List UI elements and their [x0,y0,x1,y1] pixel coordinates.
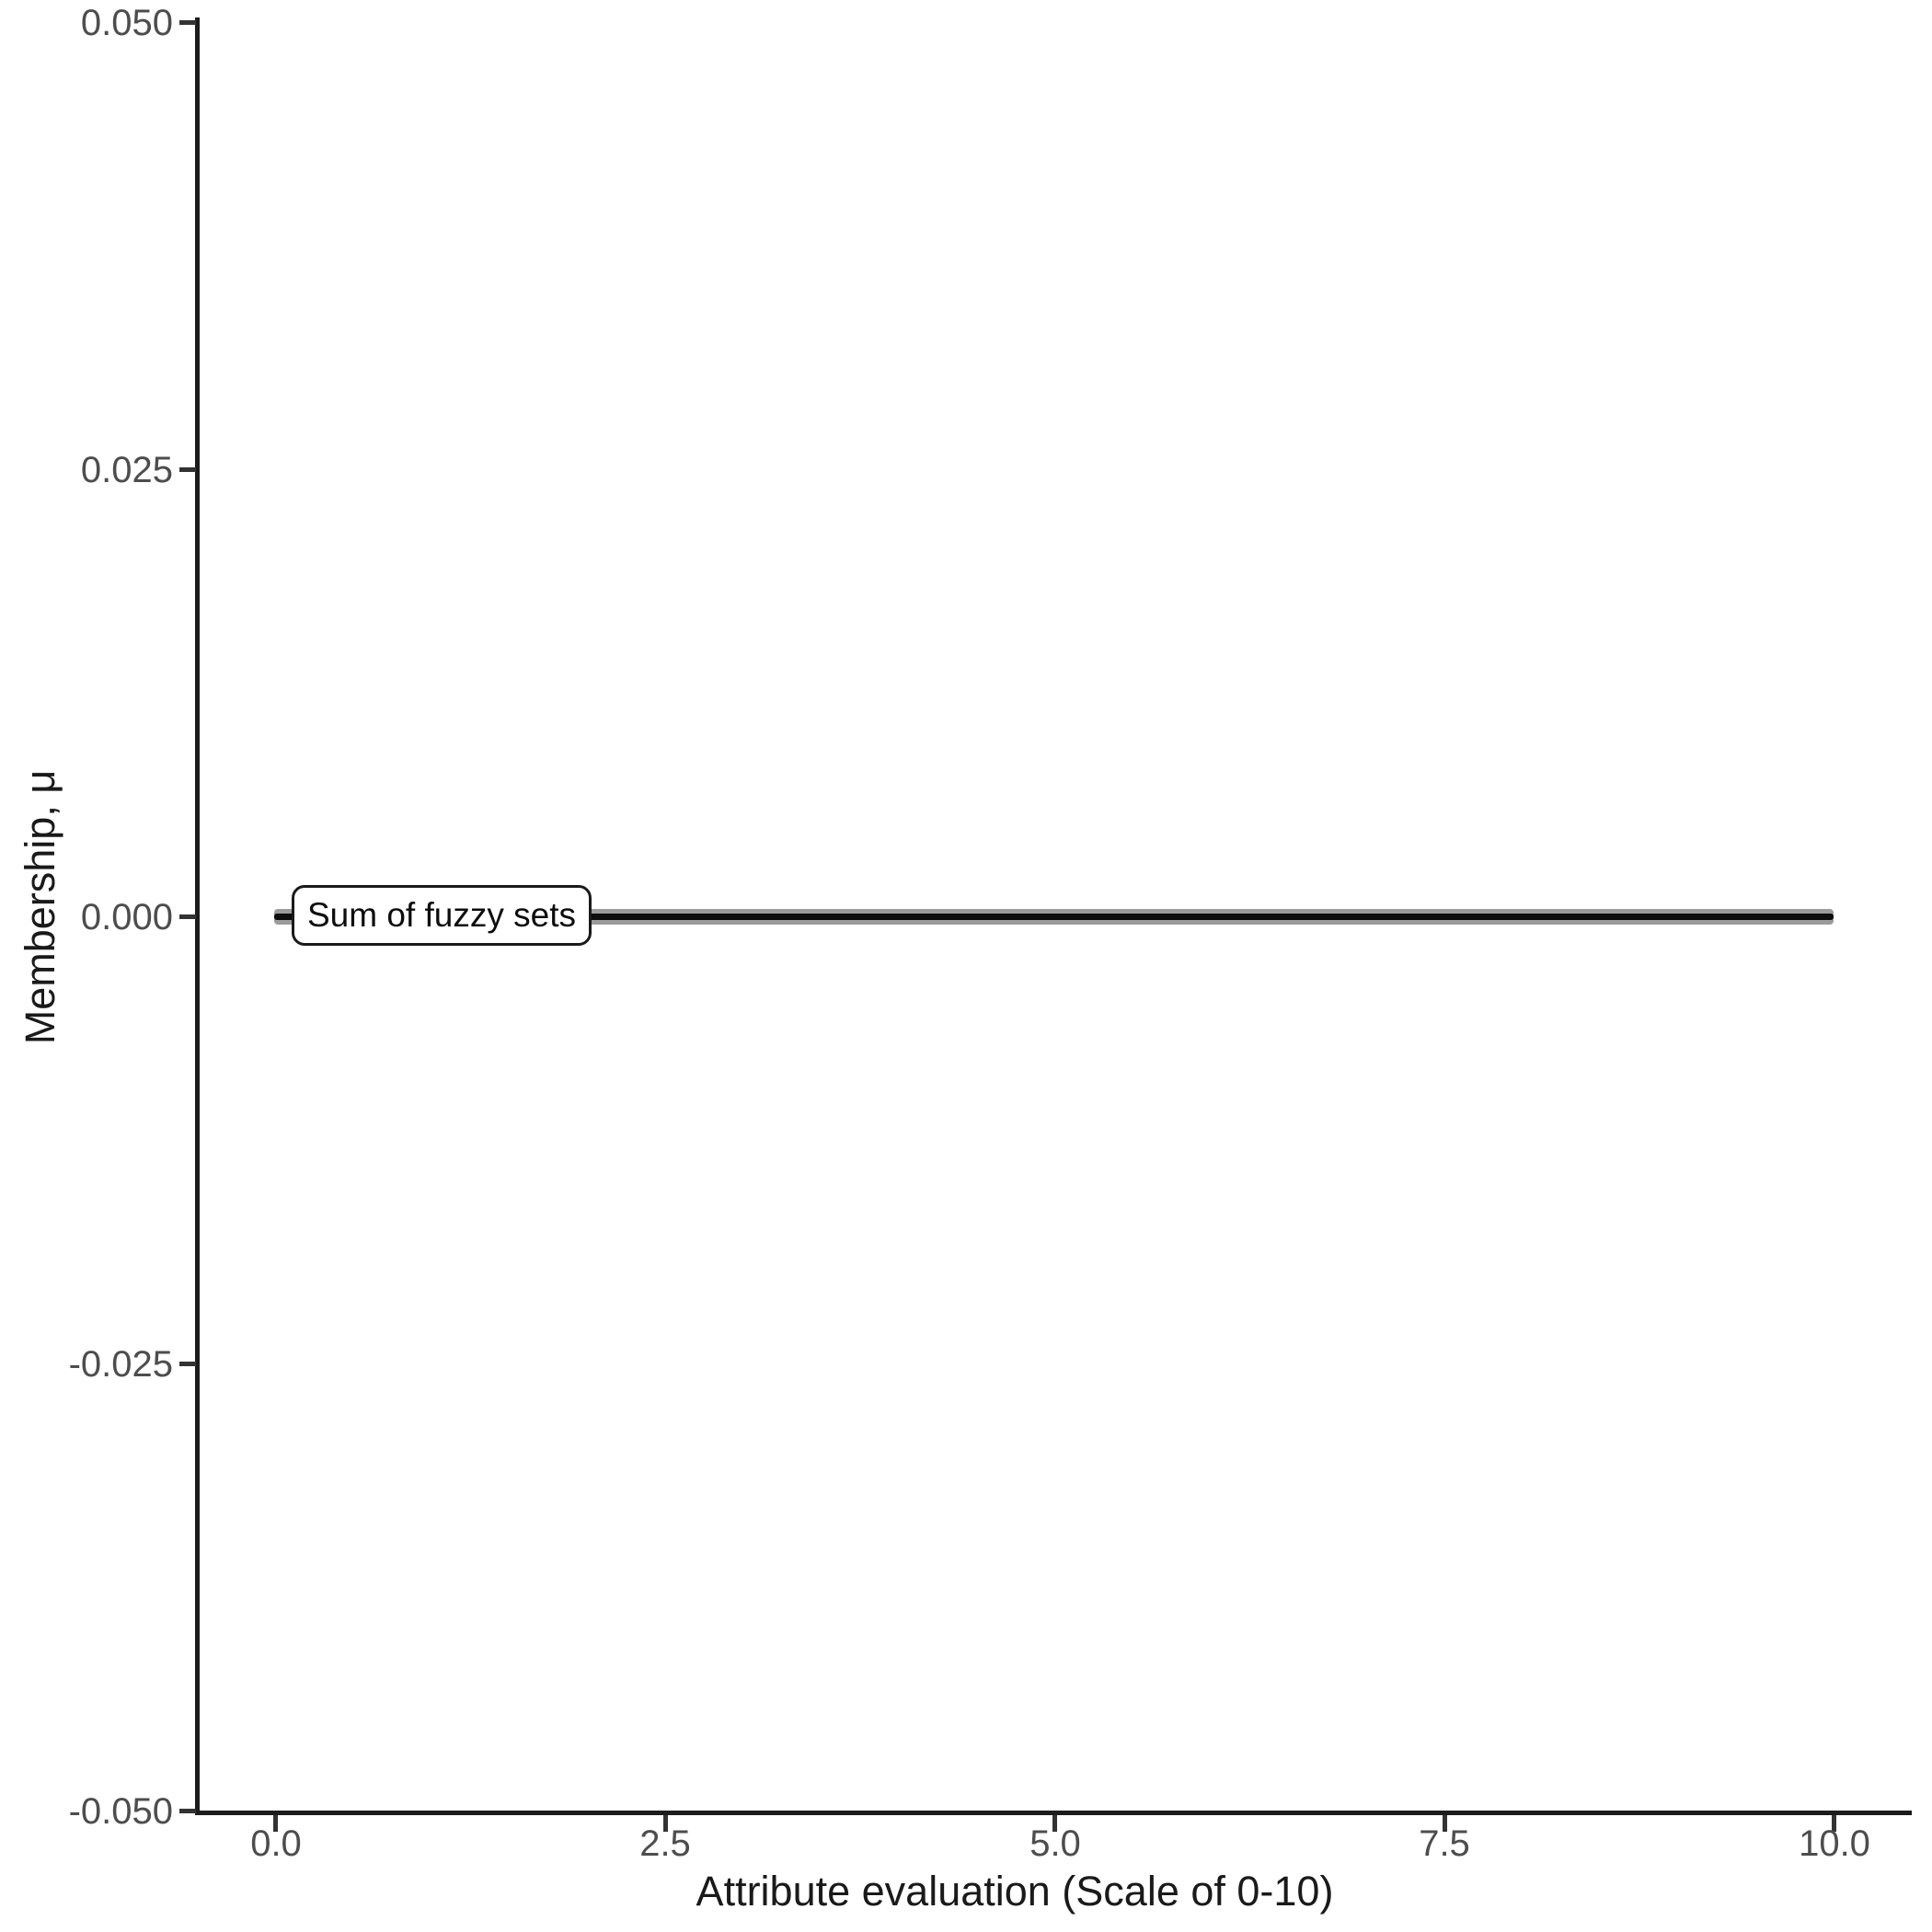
sum-of-fuzzy-sets-line [274,914,1834,920]
y-tick-mark [179,467,196,472]
x-tick-label: 10.0 [1799,1823,1870,1864]
y-axis-line [195,17,200,1815]
x-tick-label: 2.5 [639,1823,691,1864]
y-tick-label: 0.025 [80,450,173,490]
x-tick-mark [273,1815,278,1832]
y-tick-mark [179,20,196,25]
sum-of-fuzzy-sets-label-text: Sum of fuzzy sets [307,896,576,934]
y-tick-label: -0.050 [68,1791,173,1832]
x-tick-mark [1832,1815,1836,1832]
x-tick-mark [1052,1815,1057,1832]
y-tick-mark [179,1362,196,1366]
x-tick-mark [663,1815,668,1832]
x-tick-label: 7.5 [1419,1823,1470,1864]
y-tick-label: -0.025 [68,1344,173,1385]
y-tick-label: 0.050 [80,3,173,43]
x-axis-title: Attribute evaluation (Scale of 0-10) [696,1868,1334,1915]
sum-of-fuzzy-sets-label: Sum of fuzzy sets [292,885,592,946]
x-tick-mark [1443,1815,1447,1832]
x-tick-label: 5.0 [1029,1823,1081,1864]
y-axis-title: Membership, μ [17,769,63,1045]
y-tick-label: 0.000 [80,897,173,937]
y-tick-mark [179,1809,196,1813]
x-tick-label: 0.0 [250,1823,302,1864]
y-tick-mark [179,914,196,919]
x-axis-line [195,1811,1912,1815]
